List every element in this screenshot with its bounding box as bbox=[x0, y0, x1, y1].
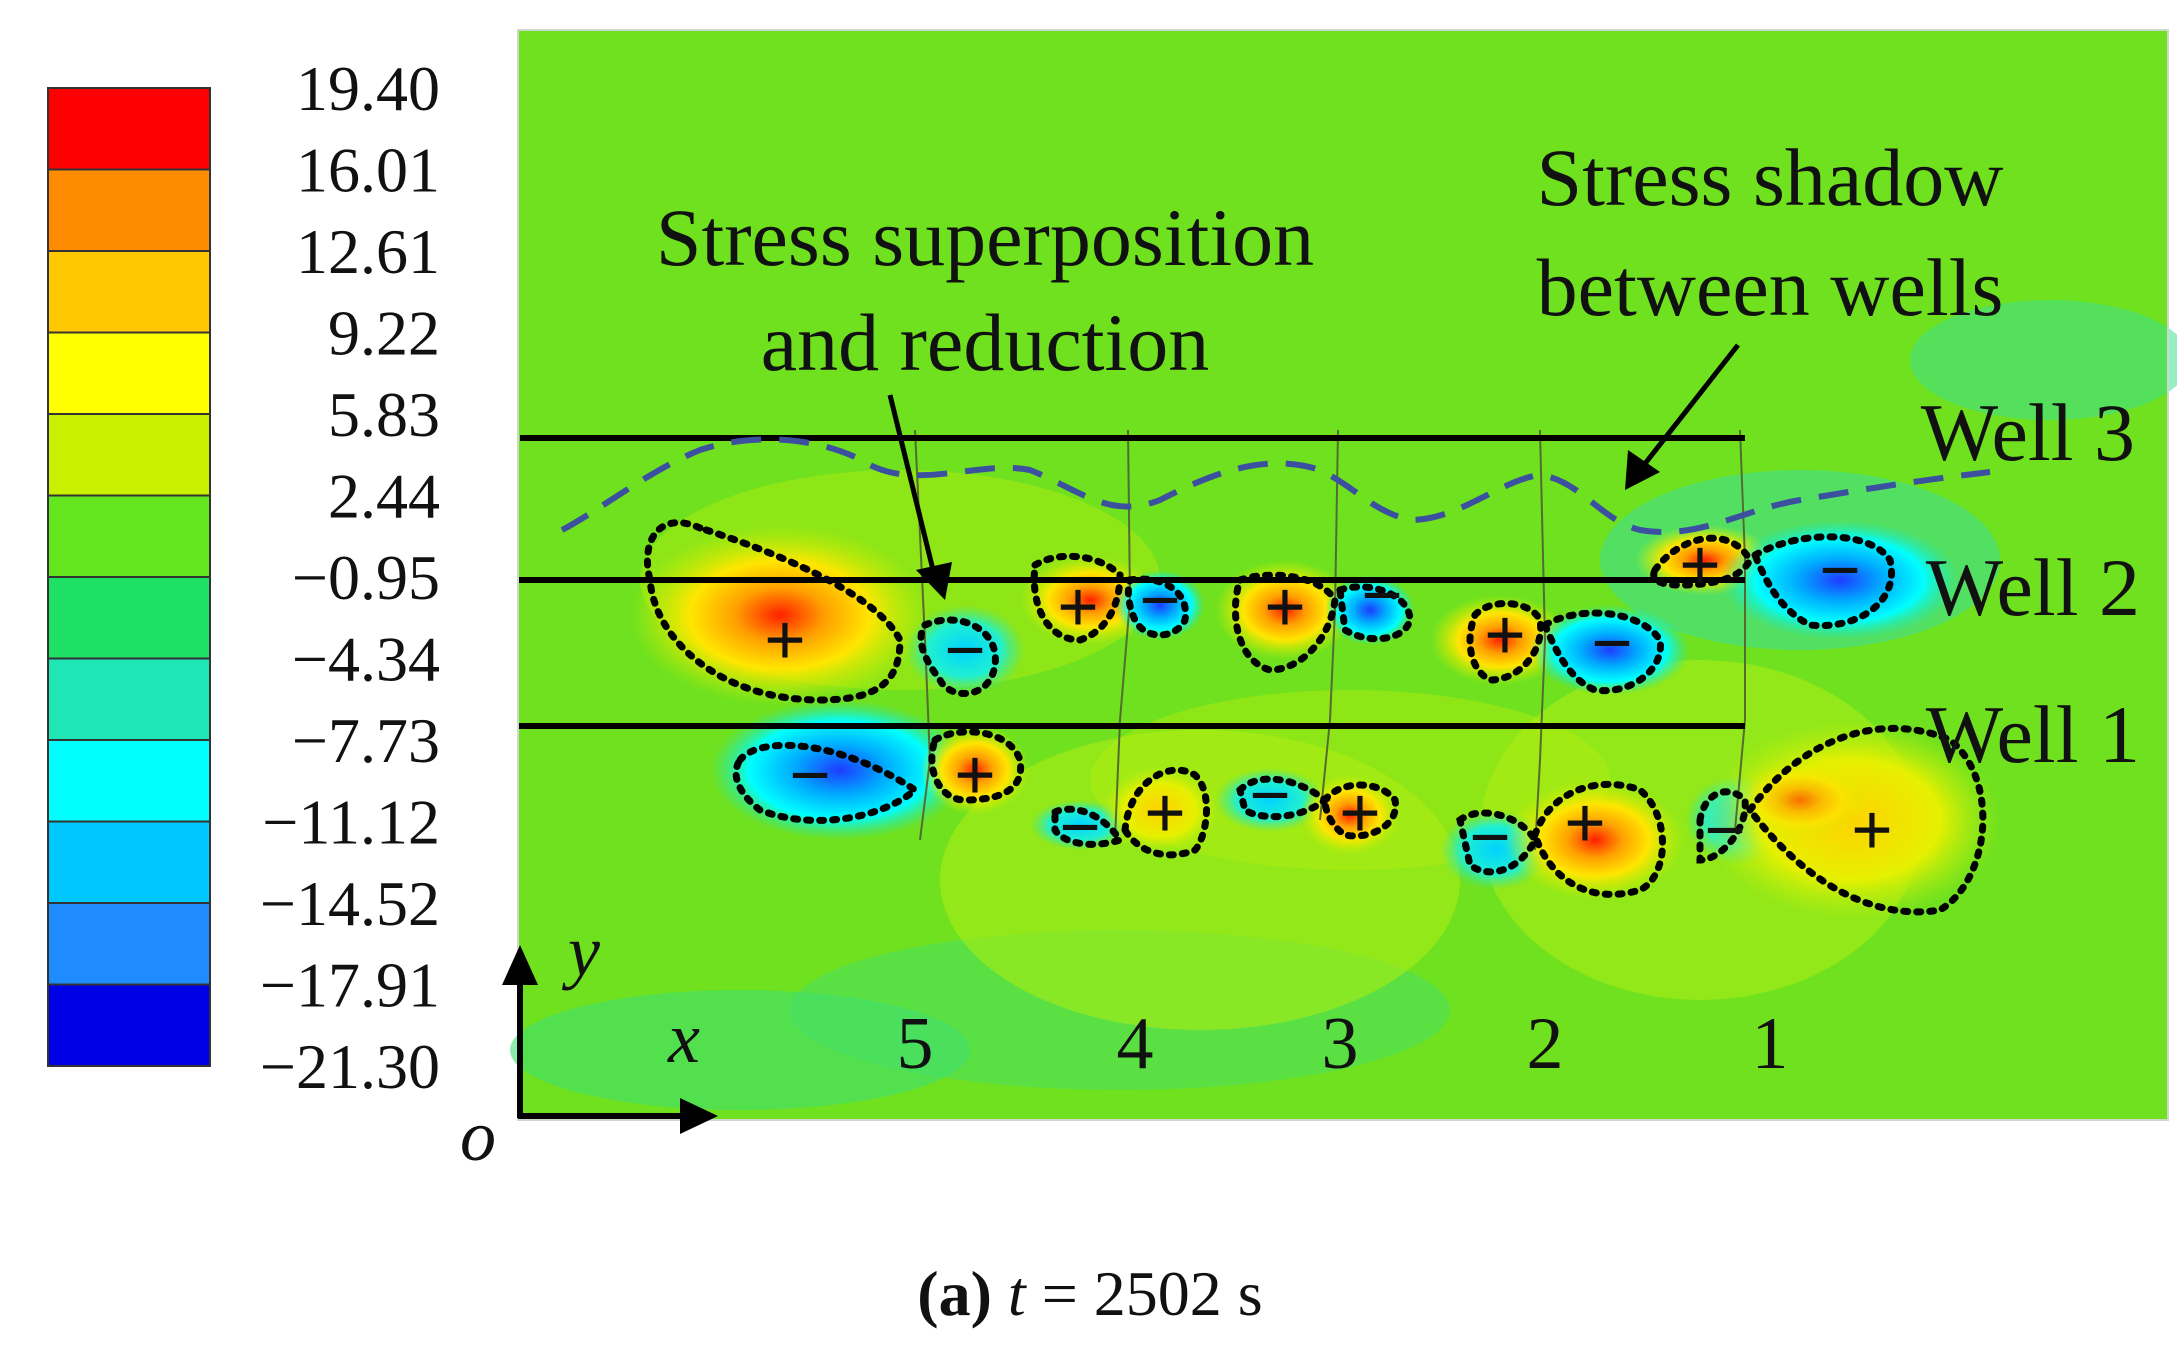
plus-sign: + bbox=[1851, 790, 1893, 872]
colorbar-swatch bbox=[47, 657, 211, 741]
colorbar bbox=[47, 87, 211, 1067]
superposition-label-2: and reduction bbox=[761, 297, 1210, 388]
dotted-contours bbox=[643, 519, 1987, 916]
superposition-arrowhead bbox=[916, 562, 952, 600]
minus-sign: − bbox=[944, 610, 986, 692]
colorbar-tick-label: 2.44 bbox=[328, 461, 440, 532]
minus-sign: − bbox=[1591, 603, 1633, 685]
plus-sign: + bbox=[1679, 525, 1721, 607]
stress-lobe-neg bbox=[710, 700, 970, 840]
x-arrowhead bbox=[680, 1098, 718, 1134]
colorbar-tick-label: 19.40 bbox=[296, 53, 440, 124]
superposition-label-1: Stress superposition bbox=[656, 192, 1314, 283]
contour-plot bbox=[510, 29, 2177, 1121]
well-labels: Well 3 Well 2 Well 1 bbox=[1921, 387, 2140, 780]
colorbar-tick-label: 9.22 bbox=[328, 298, 440, 369]
colorbar-swatch bbox=[47, 820, 211, 904]
colorbar-tick-label: −14.52 bbox=[260, 868, 440, 939]
shadow-arrow bbox=[1638, 343, 1740, 472]
plus-sign: + bbox=[1144, 773, 1186, 855]
annotations: Stress superposition and reduction Stres… bbox=[656, 132, 2004, 600]
shadow-label-1: Stress shadow bbox=[1537, 132, 2004, 223]
well-3-label: Well 3 bbox=[1921, 387, 2135, 478]
minus-sign: − bbox=[789, 735, 831, 817]
sign-labels: + − − + + − − + + − − + + − − + + − − + bbox=[764, 525, 1893, 879]
colorbar-tick-label: −7.73 bbox=[292, 705, 440, 776]
colorbar-swatch bbox=[47, 87, 211, 171]
colorbar-swatch bbox=[47, 494, 211, 578]
colorbar-swatch bbox=[47, 168, 211, 252]
figure-caption: (a) t = 2502 s bbox=[917, 1258, 1262, 1329]
y-axis-label: y bbox=[561, 911, 600, 991]
well-2-label: Well 2 bbox=[1926, 542, 2140, 633]
caption-t: t bbox=[1008, 1258, 1028, 1329]
colorbar-swatch bbox=[47, 739, 211, 823]
colorbar-tick-label: 16.01 bbox=[296, 135, 440, 206]
minus-sign: − bbox=[1819, 530, 1861, 612]
minus-sign: − bbox=[1249, 755, 1291, 837]
fracture-traces bbox=[914, 429, 1746, 851]
minus-sign: − bbox=[1704, 790, 1746, 872]
colorbar-tick-label: −21.30 bbox=[260, 1031, 440, 1102]
fracture-number-5: 5 bbox=[897, 1003, 934, 1085]
colorbar-tick-label: −11.12 bbox=[262, 787, 440, 858]
minus-sign: − bbox=[1469, 797, 1511, 879]
superposition-arrow bbox=[887, 394, 938, 579]
y-arrowhead bbox=[502, 945, 538, 985]
colorbar-swatch bbox=[47, 902, 211, 986]
stress-lobe-pos bbox=[630, 525, 930, 705]
caption: (a) t = 2502 s bbox=[917, 1258, 1262, 1329]
colorbar-tick-label: 5.83 bbox=[328, 379, 440, 450]
colorbar-swatch bbox=[47, 331, 211, 415]
fracture-number-2: 2 bbox=[1527, 1003, 1564, 1085]
plus-sign: + bbox=[1484, 595, 1526, 677]
plus-sign: + bbox=[1339, 773, 1381, 855]
shadow-label-2: between wells bbox=[1537, 242, 2004, 333]
plus-sign: + bbox=[1057, 567, 1099, 649]
colorbar-swatch bbox=[47, 576, 211, 660]
minus-sign: − bbox=[1361, 555, 1403, 637]
caption-label: (a) bbox=[917, 1258, 992, 1329]
x-axis-label: x bbox=[667, 998, 700, 1078]
colorbar-tick-label: −4.34 bbox=[292, 624, 440, 695]
colorbar-tick-label: −17.91 bbox=[260, 950, 440, 1021]
colorbar-swatch bbox=[47, 250, 211, 334]
plus-sign: + bbox=[1264, 567, 1306, 649]
colorbar-tick-label: −0.95 bbox=[292, 542, 440, 613]
coordinate-axes: y x o bbox=[460, 911, 718, 1176]
colorbar-tick-label: 12.61 bbox=[296, 216, 440, 287]
colorbar-swatch bbox=[47, 413, 211, 497]
colorbar-labels: 19.40 16.01 12.61 9.22 5.83 2.44 −0.95 −4.34 −7.… bbox=[260, 53, 440, 1102]
minus-sign: − bbox=[1059, 787, 1101, 869]
fracture-numbers: 5 4 3 2 1 bbox=[897, 1003, 1789, 1085]
minus-sign: − bbox=[1139, 560, 1181, 642]
origin-label: o bbox=[460, 1096, 496, 1176]
fracture-number-3: 3 bbox=[1322, 1003, 1359, 1085]
plus-sign: + bbox=[764, 600, 806, 682]
plus-sign: + bbox=[1564, 783, 1606, 865]
fracture-number-4: 4 bbox=[1117, 1003, 1154, 1085]
colorbar-swatch bbox=[47, 983, 211, 1067]
shadow-arrowhead bbox=[1625, 450, 1660, 490]
caption-rest: = 2502 s bbox=[1026, 1258, 1263, 1329]
well-1-label: Well 1 bbox=[1926, 689, 2140, 780]
stress-shadow-line bbox=[560, 436, 1991, 536]
plus-sign: + bbox=[954, 735, 996, 817]
fracture-number-1: 1 bbox=[1752, 1003, 1789, 1085]
